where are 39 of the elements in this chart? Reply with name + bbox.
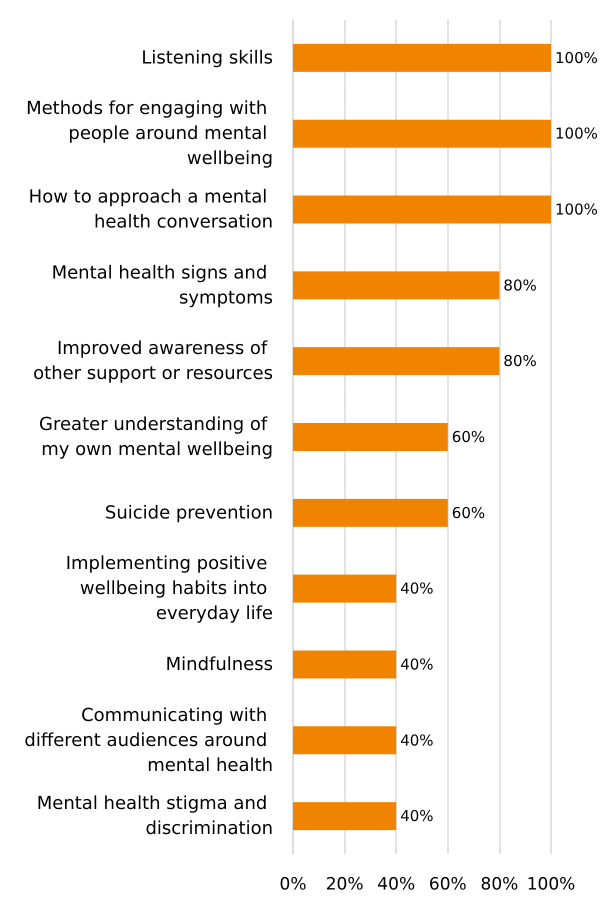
data-label: 100% [555,124,598,143]
y-tick-label: Methods for engaging with people around mental wellbeing [26,98,273,170]
x-tick-label: 40% [377,874,416,894]
bar [293,196,551,224]
bar [293,120,551,148]
y-tick-label: Suicide prevention [104,502,273,524]
data-label: 40% [400,731,434,750]
data-label: 40% [400,580,434,598]
y-tick-label: Improved awareness of other support or resources [33,338,273,384]
y-tick-label: Communicating with different audiences around mental health [24,704,273,776]
x-tick-label: 20% [326,874,364,894]
data-label: 60% [452,504,486,522]
data-label: 60% [452,428,486,446]
bar [293,802,396,830]
bar [293,347,500,376]
y-tick-label: Mindfulness [166,654,273,675]
bar [293,271,500,300]
y-tick-label: Mental health stigma and discrimination [36,793,273,840]
data-label: 100% [555,48,598,67]
y-tick-label: Listening skills [141,47,273,68]
bar [293,574,396,603]
y-tick-label: Greater understanding of my own mental wellbeing [39,414,273,460]
data-label: 100% [555,200,598,219]
bar [293,726,396,754]
data-label: 80% [503,352,537,370]
x-tick-label: 60% [428,874,467,894]
bar [293,498,448,527]
bar [293,44,551,72]
data-label: 40% [400,807,434,826]
x-tick-label: 100% [526,874,576,894]
x-tick-label: 0% [280,874,306,894]
x-tick-label: 80% [480,874,518,894]
bar [293,423,448,451]
y-tick-label: Mental health signs and symptoms [52,262,273,308]
data-label: 40% [400,655,434,674]
bar [293,650,396,678]
y-tick-label: How to approach a mental health conversation [28,186,273,233]
data-label: 80% [503,276,537,294]
y-tick-label: Implementing positive wellbeing habits into everyday life [66,553,273,624]
